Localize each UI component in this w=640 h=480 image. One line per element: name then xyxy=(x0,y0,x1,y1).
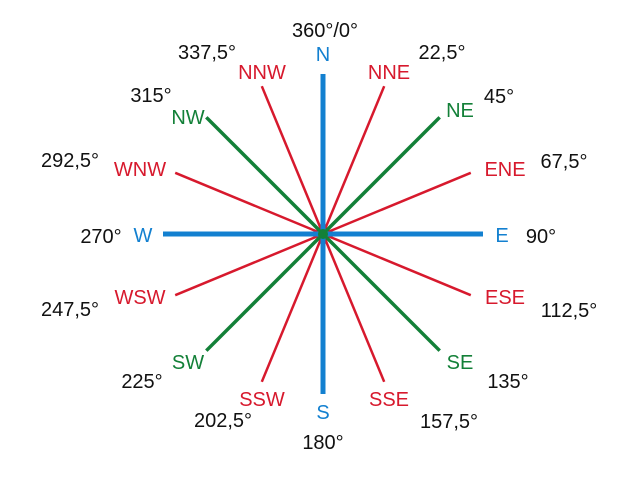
label-e: E xyxy=(495,225,509,247)
label-ne: NE xyxy=(446,100,474,122)
label-ene: ENE xyxy=(484,159,526,181)
degree-w: 270° xyxy=(80,226,122,248)
degree-s: 180° xyxy=(302,432,344,454)
ray-nw xyxy=(205,116,325,236)
ray-wnw xyxy=(174,171,324,236)
ray-sse xyxy=(321,233,386,383)
label-s: S xyxy=(316,402,330,424)
label-nne: NNE xyxy=(367,62,411,84)
label-sw: SW xyxy=(171,352,205,374)
ray-wsw xyxy=(174,232,324,297)
degree-sw: 225° xyxy=(121,371,163,393)
ray-nnw xyxy=(260,85,325,235)
label-ese: ESE xyxy=(484,287,526,309)
label-nnw: NNW xyxy=(238,62,286,84)
label-wsw: WSW xyxy=(114,287,166,309)
ray-nne xyxy=(321,85,386,235)
degree-ne: 45° xyxy=(483,86,515,108)
ray-sw xyxy=(205,232,325,352)
ray-ene xyxy=(322,171,472,236)
degree-ssw: 202,5° xyxy=(193,410,253,432)
label-se: SE xyxy=(446,352,474,374)
label-n: N xyxy=(315,44,331,66)
center-hub xyxy=(318,229,328,239)
degree-nnw: 337,5° xyxy=(177,42,237,64)
ray-ssw xyxy=(260,233,325,383)
degree-wnw: 292,5° xyxy=(40,150,100,172)
degree-e: 90° xyxy=(525,226,557,248)
ray-se xyxy=(321,232,441,352)
degree-nw: 315° xyxy=(130,85,172,107)
degree-ese: 112,5° xyxy=(540,300,598,322)
ray-ese xyxy=(322,232,472,297)
degree-sse: 157,5° xyxy=(419,411,479,433)
degree-nne: 22,5° xyxy=(418,42,466,64)
ray-ne xyxy=(321,116,441,236)
degree-se: 135° xyxy=(487,371,529,393)
degree-wsw: 247,5° xyxy=(40,299,100,321)
label-nw: NW xyxy=(171,107,205,129)
label-w: W xyxy=(133,225,153,247)
degree-ene: 67,5° xyxy=(540,151,588,173)
label-sse: SSE xyxy=(368,389,410,411)
degree-n: 360°/0° xyxy=(291,20,359,42)
label-ssw: SSW xyxy=(239,389,285,411)
label-wnw: WNW xyxy=(113,159,167,181)
